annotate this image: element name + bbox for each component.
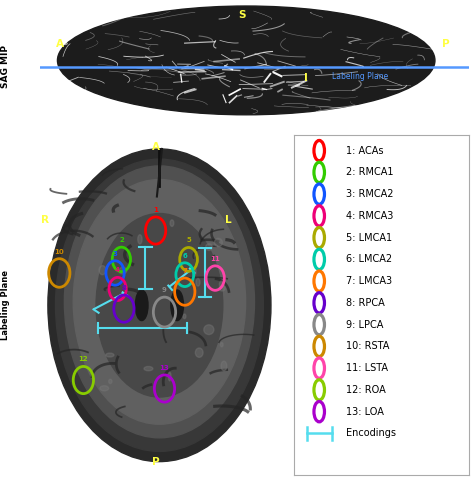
Text: Labeling Plane: Labeling Plane bbox=[332, 72, 388, 81]
Ellipse shape bbox=[99, 265, 106, 275]
Text: 10: RSTA: 10: RSTA bbox=[346, 341, 389, 351]
Ellipse shape bbox=[183, 314, 186, 319]
Text: P: P bbox=[442, 39, 449, 49]
Text: 4: 4 bbox=[115, 267, 120, 273]
Text: 3: 3 bbox=[113, 251, 118, 257]
Text: 11: LSTA: 11: LSTA bbox=[346, 363, 388, 373]
Ellipse shape bbox=[193, 267, 196, 276]
Text: 5: LMCA1: 5: LMCA1 bbox=[346, 233, 392, 242]
Text: 12: ROA: 12: ROA bbox=[346, 385, 385, 395]
Text: Encodings: Encodings bbox=[346, 428, 395, 438]
Ellipse shape bbox=[73, 180, 246, 424]
Ellipse shape bbox=[138, 235, 142, 244]
Ellipse shape bbox=[55, 159, 264, 451]
Text: SAG MIP: SAG MIP bbox=[1, 45, 10, 88]
Ellipse shape bbox=[48, 149, 271, 462]
Text: 13: 13 bbox=[160, 365, 169, 371]
Text: 2: RMCA1: 2: RMCA1 bbox=[346, 168, 393, 178]
Ellipse shape bbox=[100, 386, 109, 391]
Text: A: A bbox=[152, 142, 160, 152]
Text: 9: LPCA: 9: LPCA bbox=[346, 320, 383, 330]
Ellipse shape bbox=[221, 361, 227, 371]
Text: 7: LMCA3: 7: LMCA3 bbox=[346, 276, 392, 286]
Text: 8: RPCA: 8: RPCA bbox=[346, 298, 384, 308]
Text: 1: 1 bbox=[153, 207, 158, 213]
Text: Labeling Plane: Labeling Plane bbox=[1, 270, 10, 340]
Ellipse shape bbox=[195, 348, 203, 357]
Ellipse shape bbox=[57, 6, 435, 115]
Text: 9: 9 bbox=[162, 287, 167, 293]
Text: 12: 12 bbox=[79, 356, 88, 362]
Text: 3: RMCA2: 3: RMCA2 bbox=[346, 189, 393, 199]
Ellipse shape bbox=[204, 325, 214, 335]
Ellipse shape bbox=[170, 220, 174, 227]
Ellipse shape bbox=[214, 238, 222, 247]
Text: R: R bbox=[41, 216, 49, 225]
Text: I: I bbox=[304, 73, 308, 83]
Text: 8: 8 bbox=[121, 285, 127, 291]
Ellipse shape bbox=[206, 244, 212, 251]
Text: 5: 5 bbox=[186, 238, 191, 243]
Text: 1: ACAs: 1: ACAs bbox=[346, 145, 383, 156]
Ellipse shape bbox=[136, 290, 148, 321]
Ellipse shape bbox=[219, 286, 225, 291]
Text: 10: 10 bbox=[55, 249, 64, 254]
Ellipse shape bbox=[168, 372, 171, 381]
Text: 6: LMCA2: 6: LMCA2 bbox=[346, 254, 392, 264]
Ellipse shape bbox=[220, 343, 223, 347]
Ellipse shape bbox=[119, 267, 127, 274]
Ellipse shape bbox=[64, 166, 255, 438]
Text: 6: 6 bbox=[182, 252, 187, 259]
Text: A: A bbox=[55, 39, 64, 49]
Ellipse shape bbox=[96, 214, 223, 397]
Text: 11: 11 bbox=[210, 256, 220, 262]
Ellipse shape bbox=[106, 353, 114, 357]
Text: 7: 7 bbox=[182, 268, 187, 274]
Text: 13: LOA: 13: LOA bbox=[346, 407, 383, 417]
Ellipse shape bbox=[109, 379, 112, 384]
Text: P: P bbox=[152, 456, 159, 467]
Text: S: S bbox=[238, 10, 246, 20]
Ellipse shape bbox=[144, 366, 153, 371]
Text: 4: RMCA3: 4: RMCA3 bbox=[346, 211, 393, 221]
Ellipse shape bbox=[196, 278, 200, 286]
Text: 2: 2 bbox=[119, 237, 124, 243]
Ellipse shape bbox=[171, 290, 183, 321]
Ellipse shape bbox=[219, 281, 223, 287]
Text: L: L bbox=[225, 216, 231, 225]
